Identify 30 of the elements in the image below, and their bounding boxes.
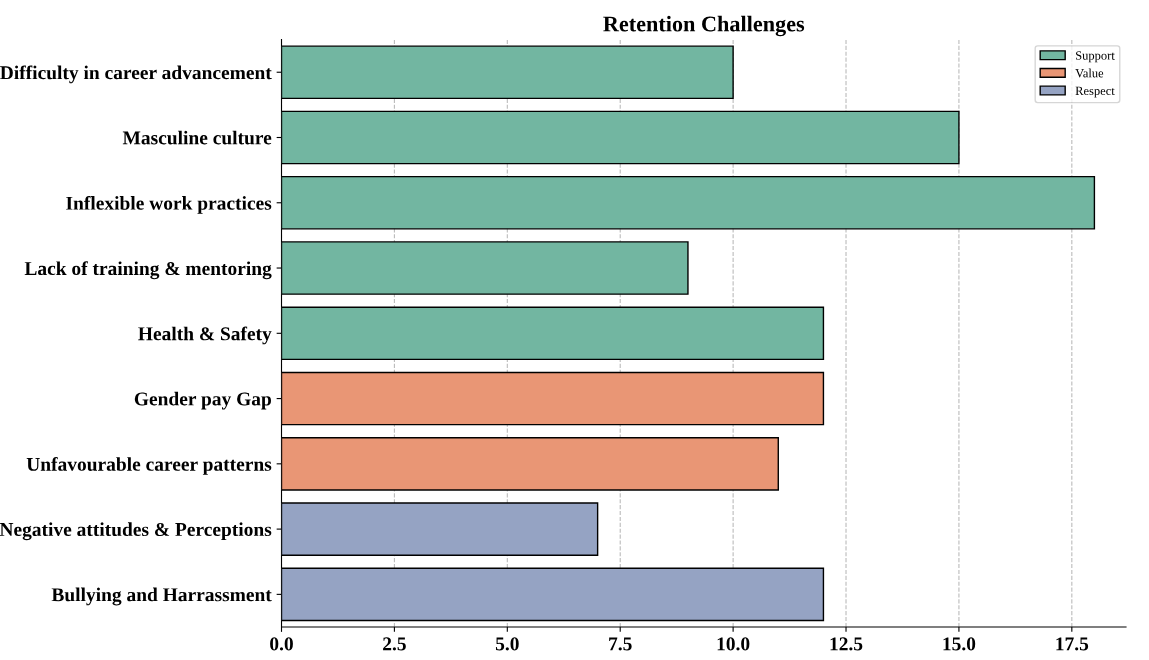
x-tick-label: 2.5 bbox=[383, 637, 406, 651]
legend-label: Value bbox=[1075, 68, 1104, 78]
x-tick-label: 10.0 bbox=[717, 637, 750, 651]
x-tick-label: 17.5 bbox=[1056, 637, 1089, 651]
bar bbox=[281, 175, 1096, 230]
bar bbox=[281, 306, 825, 361]
y-tick-label: Masculine culture bbox=[122, 130, 272, 145]
chart-title: Retention Challenges bbox=[603, 15, 805, 37]
bar bbox=[281, 437, 779, 491]
x-tick-label: 15.0 bbox=[943, 637, 976, 651]
bar bbox=[281, 502, 599, 556]
legend-label: Respect bbox=[1075, 86, 1115, 98]
y-tick-label: Bullying and Harrassment bbox=[51, 587, 272, 606]
y-tick-label: Gender pay Gap bbox=[134, 391, 271, 410]
y-tick-label: Inflexible work practices bbox=[66, 195, 272, 214]
y-tick-label: Difficulty in career advancement bbox=[0, 65, 272, 84]
y-tick-label: Unfavourable career patterns bbox=[26, 456, 272, 475]
x-tick-label: 5.0 bbox=[495, 637, 519, 651]
x-tick-label: 0.0 bbox=[270, 637, 293, 651]
bar bbox=[281, 45, 734, 100]
x-tick-label: 7.5 bbox=[609, 637, 632, 651]
bar bbox=[281, 241, 689, 295]
y-tick-label: Negative attitudes & Perceptions bbox=[0, 522, 272, 541]
legend-label: Support bbox=[1076, 51, 1115, 63]
bar bbox=[281, 371, 825, 426]
bar bbox=[281, 110, 960, 165]
bar bbox=[281, 567, 825, 622]
y-tick-label: Health & Safety bbox=[138, 326, 272, 345]
y-tick-label: Lack of training & mentoring bbox=[24, 261, 272, 280]
x-tick-label: 12.5 bbox=[830, 637, 863, 651]
